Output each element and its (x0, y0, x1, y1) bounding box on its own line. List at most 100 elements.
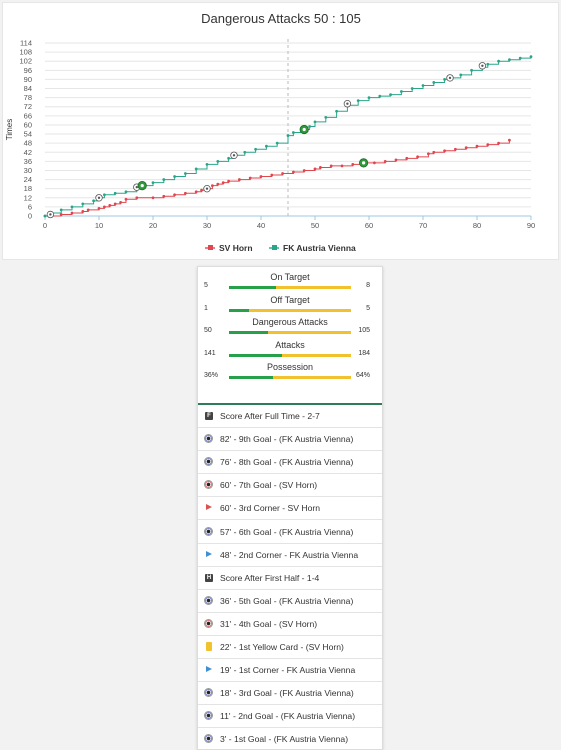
data-point (265, 144, 268, 148)
football-icon (204, 434, 214, 444)
data-point (119, 200, 122, 204)
football-icon-shape (204, 711, 213, 721)
stat-name: Off Target (270, 294, 310, 305)
data-point (227, 179, 231, 183)
chart-card: Dangerous Attacks 50 : 105 0 6 12 18 24 30 36 42… (2, 2, 559, 260)
data-point (497, 59, 500, 63)
data-point (486, 62, 490, 66)
data-point (200, 188, 204, 192)
football-icon-shape (204, 734, 213, 744)
x-tick-label: 80 (473, 221, 481, 230)
y-tick-label: 0 (28, 212, 32, 221)
stat-away-value: 8 (366, 282, 370, 289)
data-point (529, 55, 533, 59)
data-point (124, 197, 128, 201)
x-tick-label: 0 (43, 221, 47, 230)
event-item: 60' - 7th Goal - (SV Horn) (198, 474, 382, 498)
data-point (421, 84, 425, 87)
data-point (486, 143, 490, 147)
data-point (286, 134, 290, 137)
stat-row: Attacks 141 184 (198, 337, 382, 360)
stat-row: Possession 36% 64% (198, 359, 382, 382)
stat-away-value: 184 (358, 349, 370, 357)
football-icon (204, 457, 214, 467)
data-point (113, 202, 117, 206)
data-point (319, 166, 322, 169)
data-point (184, 191, 187, 195)
data-point (97, 207, 101, 210)
data-point (464, 146, 468, 150)
football-icon (204, 711, 214, 721)
data-point (135, 196, 139, 200)
event-item: 3' - 1st Goal - (FK Austria Vienna) (198, 728, 382, 749)
data-point (259, 175, 263, 178)
y-tick-label: 18 (24, 184, 32, 193)
football-icon (204, 480, 214, 490)
data-point (227, 156, 231, 160)
data-point (113, 191, 117, 195)
data-point (427, 152, 430, 156)
y-tick-label: 60 (24, 120, 32, 129)
goal-marker-center (49, 213, 52, 216)
football-icon-shape (204, 526, 213, 536)
stat-name: Possession (266, 362, 314, 373)
data-point (313, 167, 317, 171)
stat-away-value: 64% (355, 372, 370, 380)
corner-flag-icon-shape (206, 504, 212, 511)
event-text: 3' - 1st Goal - (FK Austria Vienna) (220, 734, 349, 745)
data-point (443, 149, 446, 153)
event-item: 11' - 2nd Goal - (FK Austria Vienna) (198, 705, 382, 729)
y-tick-label: 48 (24, 139, 32, 148)
data-point (356, 99, 360, 103)
stat-row: Off Target 1 5 (198, 292, 382, 315)
football-icon-shape (204, 595, 213, 605)
data-point (389, 93, 392, 96)
data-point (383, 159, 387, 163)
data-point (324, 115, 328, 119)
y-tick-label: 30 (24, 166, 32, 175)
stat-bar-home-fill (229, 331, 269, 335)
data-point (475, 144, 479, 148)
data-point (59, 208, 63, 212)
data-point (86, 208, 90, 212)
event-item: 18' - 3rd Goal - (FK Austria Vienna) (198, 682, 382, 706)
y-tick-label: 72 (24, 102, 32, 111)
data-point (70, 205, 74, 209)
corner-flag-icon-shape (206, 666, 212, 673)
data-point (151, 181, 155, 185)
stat-bar (229, 376, 351, 380)
data-point (329, 164, 333, 168)
event-item: 31' - 4th Goal - (SV Horn) (198, 613, 382, 636)
stats-bars: On Target 5 8 Off Target 1 5 Dangerous Attacks… (198, 267, 382, 403)
data-point (432, 81, 436, 84)
data-point (151, 196, 155, 200)
x-tick-label: 70 (419, 221, 427, 230)
event-text: 31' - 4th Goal - (SV Horn) (220, 618, 318, 629)
data-point (243, 150, 247, 154)
goal-marker-center (135, 185, 138, 189)
event-item: 76' - 8th Goal - (FK Austria Vienna) (198, 451, 382, 475)
stat-bar-home-fill (229, 286, 276, 289)
football-icon (204, 595, 214, 606)
data-point (70, 211, 74, 215)
stat-away-value: 5 (366, 304, 370, 312)
y-tick-label: 54 (24, 130, 32, 139)
goal-marker-center (97, 196, 101, 199)
corner-flag-icon (204, 665, 214, 675)
data-point (432, 150, 436, 154)
data-point (373, 161, 376, 165)
y-tick-label: 108 (19, 48, 32, 57)
event-item: 36' - 5th Goal - (FK Austria Vienna) (198, 590, 382, 613)
data-point (405, 156, 409, 160)
corner-flag-icon (204, 503, 214, 513)
data-point (103, 193, 106, 197)
y-tick-label: 90 (24, 75, 32, 84)
x-tick-label: 90 (527, 221, 535, 230)
data-point (351, 163, 355, 166)
event-text: 57' - 6th Goal - (FK Austria Vienna) (220, 526, 354, 537)
corner-flag-icon (204, 550, 214, 560)
data-point (43, 214, 47, 218)
data-point (508, 138, 511, 142)
data-point (292, 131, 295, 134)
y-axis-label: Times (5, 119, 14, 140)
